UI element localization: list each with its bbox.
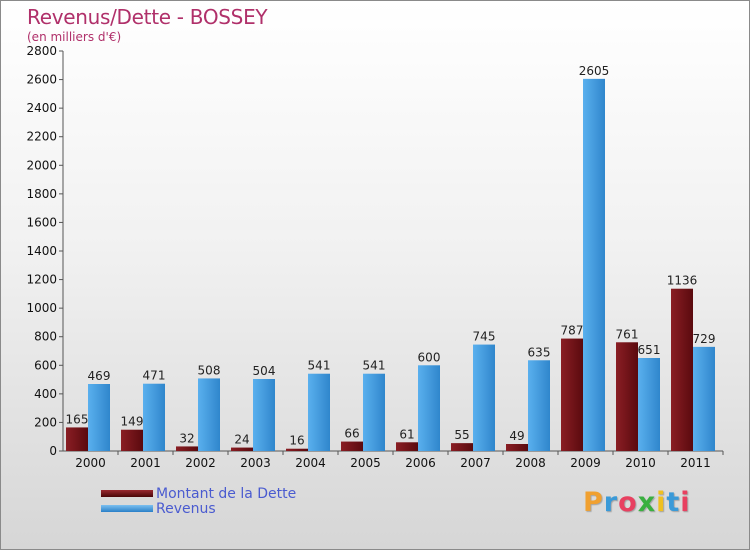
y-tick-label: 2000 [26,158,57,172]
bar-dette [561,338,583,451]
bar-dette [341,441,363,451]
x-tick-label: 2007 [460,456,491,470]
y-tick-label: 2600 [26,73,57,87]
bar-dette [231,447,253,451]
bar-dette [121,429,143,451]
x-tick-label: 2002 [185,456,216,470]
legend-swatch-dette [101,490,153,497]
data-label-dette: 1136 [667,274,698,288]
data-label-revenus: 745 [473,330,496,344]
proxiti-logo: Proxiti [583,487,691,518]
y-tick-label: 400 [34,387,57,401]
data-label-dette: 66 [344,427,359,441]
data-label-dette: 787 [561,324,584,338]
logo-letter: i [680,487,691,518]
y-tick-label: 800 [34,330,57,344]
bar-revenus [473,344,495,451]
logo-letter: x [637,487,657,518]
data-label-revenus: 471 [143,369,166,383]
y-tick-label: 2200 [26,130,57,144]
bar-dette [616,342,638,451]
data-label-dette: 49 [509,429,524,443]
bar-revenus [638,358,660,451]
y-tick-label: 1200 [26,273,57,287]
y-tick-label: 1600 [26,215,57,229]
data-label-dette: 165 [66,412,89,426]
logo-letter: r [603,487,619,518]
data-label-revenus: 600 [418,350,441,364]
data-label-dette: 32 [179,431,194,445]
data-label-revenus: 508 [198,363,221,377]
bar-dette [286,448,308,451]
bar-dette [176,446,198,451]
y-tick-label: 2400 [26,101,57,115]
data-label-revenus: 541 [308,359,331,373]
bar-revenus [528,360,550,451]
legend-label-revenus: Revenus [156,501,216,517]
bar-revenus [88,384,110,451]
data-label-dette: 149 [121,415,144,429]
bar-revenus [418,365,440,451]
bar-revenus [583,78,605,451]
data-label-revenus: 469 [88,369,111,383]
bar-revenus [693,346,715,451]
x-tick-label: 2010 [625,456,656,470]
x-tick-label: 2000 [75,456,106,470]
data-label-dette: 16 [289,434,304,448]
logo-letter: P [583,487,604,518]
data-label-dette: 24 [234,433,249,447]
bar-revenus [143,383,165,451]
x-tick-label: 2003 [240,456,271,470]
y-tick-label: 1000 [26,301,57,315]
bar-dette [66,427,88,451]
y-tick-label: 600 [34,358,57,372]
bar-revenus [363,373,385,451]
bar-dette [451,443,473,451]
data-label-revenus: 729 [693,332,716,346]
chart-title: Revenus/Dette - BOSSEY [27,5,268,29]
data-label-dette: 55 [454,428,469,442]
x-tick-label: 2009 [570,456,601,470]
y-tick-label: 2800 [26,44,57,58]
x-tick-label: 2006 [405,456,436,470]
x-tick-label: 2004 [295,456,326,470]
bar-dette [396,442,418,451]
bar-revenus [253,379,275,451]
data-label-dette: 61 [399,427,414,441]
x-tick-label: 2011 [680,456,711,470]
legend-swatch-revenus [101,505,153,512]
x-tick-label: 2005 [350,456,381,470]
logo-letter: t [666,487,681,518]
bar-dette [671,288,693,451]
y-tick-label: 1800 [26,187,57,201]
y-tick-label: 1400 [26,244,57,258]
data-label-revenus: 635 [528,345,551,359]
bar-revenus [308,373,330,451]
data-label-revenus: 2605 [579,64,610,78]
logo-letter: o [618,487,638,518]
x-tick-label: 2008 [515,456,546,470]
data-label-dette: 761 [616,327,639,341]
data-label-revenus: 541 [363,359,386,373]
logo-letter: i [656,487,667,518]
y-tick-label: 200 [34,415,57,429]
data-label-revenus: 651 [638,343,661,357]
data-label-revenus: 504 [253,364,276,378]
y-tick-label: 0 [49,444,57,458]
x-tick-label: 2001 [130,456,161,470]
bar-dette [506,444,528,451]
legend-label-dette: Montant de la Dette [156,486,297,502]
chart-subtitle: (en milliers d'€) [27,30,122,44]
bar-revenus [198,378,220,451]
